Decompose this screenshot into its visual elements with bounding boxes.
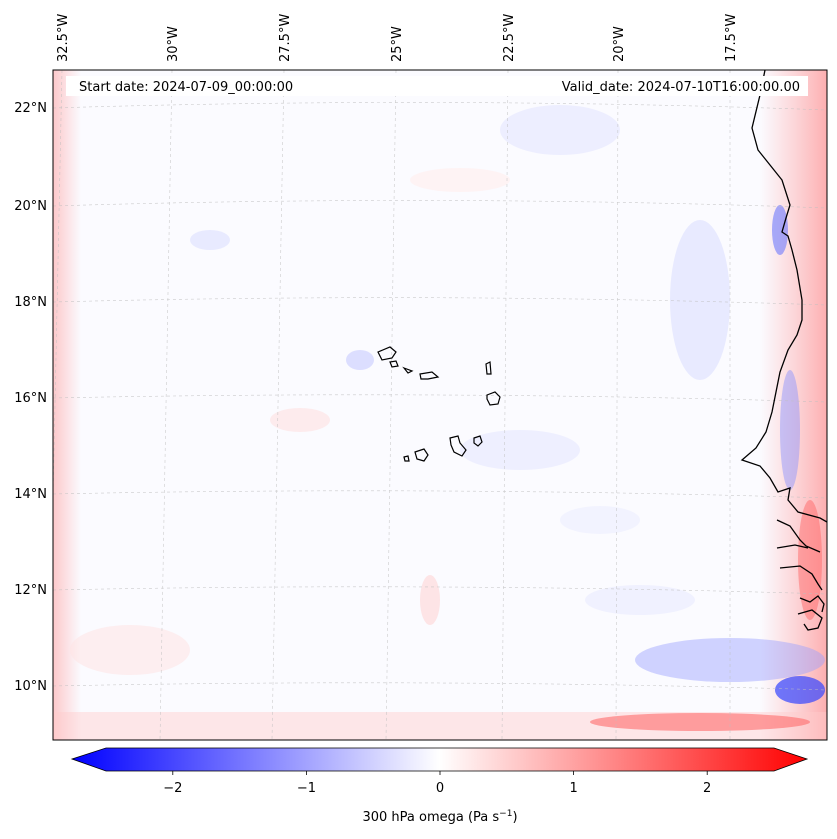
colorbar-tick-label: 2: [703, 781, 711, 796]
gridlines: [53, 70, 827, 740]
colorbar-tick-label: −1: [297, 781, 316, 796]
header-backdrop: [66, 76, 808, 96]
colorbar-tick-label: −2: [163, 781, 182, 796]
map-panel: Start date: 2024-07-09_00:00:00 Valid_da…: [53, 70, 827, 740]
longitude-labels: 32.5°W 30°W 27.5°W 25°W 22.5°W 20°W 17.5…: [56, 14, 739, 62]
lon-label: 22.5°W: [502, 14, 517, 62]
lat-label: 18°N: [14, 295, 47, 310]
colorbar-tick-label: 1: [569, 781, 577, 796]
cape-verde-islands: [377, 346, 501, 462]
colorbar-label-text: 300 hPa omega (Pa s: [362, 810, 499, 825]
lon-label: 20°W: [612, 26, 627, 62]
lat-label: 16°N: [14, 391, 47, 406]
colorbar-label-exponent: −1: [499, 809, 512, 819]
africa-coastline: [740, 70, 827, 631]
colorbar-bar: [70, 747, 809, 772]
colorbar-label: 300 hPa omega (Pa s−1): [362, 809, 517, 825]
lat-label: 20°N: [14, 199, 47, 214]
colorbar: −2 −1 0 1 2 300 hPa omega (Pa s−1): [70, 747, 809, 825]
lon-label: 32.5°W: [56, 14, 71, 62]
lat-label: 14°N: [14, 487, 47, 502]
colorbar-tick-label: 0: [436, 781, 444, 796]
colorbar-ticks: −2 −1 0 1 2: [163, 771, 711, 796]
lon-label: 25°W: [390, 26, 405, 62]
valid-date-label: Valid_date: 2024-07-10T16:00:00.00: [562, 80, 800, 95]
lon-label: 17.5°W: [724, 14, 739, 62]
colorbar-label-close: ): [512, 810, 517, 825]
lon-label: 30°W: [166, 26, 181, 62]
lat-label: 22°N: [14, 101, 47, 116]
lon-label: 27.5°W: [278, 14, 293, 62]
lat-label: 10°N: [14, 679, 47, 694]
latitude-labels: 22°N 20°N 18°N 16°N 14°N 12°N 10°N: [14, 101, 47, 694]
start-date-label: Start date: 2024-07-09_00:00:00: [79, 80, 293, 95]
map-frame: [52, 69, 828, 741]
lat-label: 12°N: [14, 583, 47, 598]
